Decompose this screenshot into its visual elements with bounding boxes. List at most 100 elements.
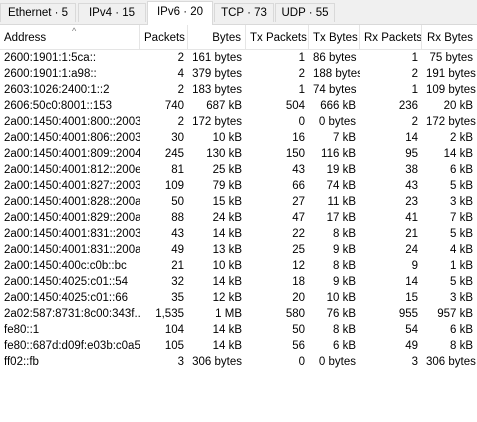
tab-tcp[interactable]: TCP · 73 xyxy=(214,3,274,22)
table-row[interactable]: fe80::1 104 14 kB 50 8 kB 54 6 kB xyxy=(0,322,477,338)
cell-tx-bytes: 666 kB xyxy=(320,100,356,112)
cell-rx-packets: 24 xyxy=(405,244,418,256)
table-row[interactable]: 2a00:1450:4025:c01::54 32 14 kB 18 9 kB 14 5 k… xyxy=(0,274,477,290)
cell-tx-bytes: 76 kB xyxy=(326,308,356,320)
cell-rx-bytes: 20 kB xyxy=(443,100,473,112)
cell-bytes: 1 MB xyxy=(215,308,242,320)
table-row[interactable]: 2600:1901:1:5ca:: 2 161 bytes 1 86 bytes 1 75 … xyxy=(0,50,477,66)
cell-rx-bytes: 109 bytes xyxy=(426,84,476,96)
cell-rx-packets: 3 xyxy=(411,356,418,368)
cell-tx-bytes: 0 bytes xyxy=(318,356,356,368)
cell-address: 2603:1026:2400:1::2 xyxy=(4,84,110,96)
cell-tx-bytes: 6 kB xyxy=(332,340,356,352)
cell-address: 2a00:1450:4001:827::2003 xyxy=(4,180,140,192)
cell-bytes: 183 bytes xyxy=(192,84,242,96)
table-row[interactable]: 2a00:1450:4001:831::2003 43 14 kB 22 8 kB 21 5… xyxy=(0,226,477,242)
cell-rx-packets: 15 xyxy=(405,292,418,304)
cell-tx-bytes: 7 kB xyxy=(332,132,356,144)
cell-tx-packets: 150 xyxy=(285,148,305,160)
cell-tx-packets: 25 xyxy=(292,244,305,256)
table-row[interactable]: 2a00:1450:4001:809::2004 245 130 kB 150 116 … xyxy=(0,146,477,162)
cell-tx-packets: 2 xyxy=(298,68,305,80)
cell-tx-packets: 0 xyxy=(298,356,305,368)
column-header-bytes[interactable]: Bytes xyxy=(188,25,246,49)
cell-tx-packets: 27 xyxy=(292,196,305,208)
cell-rx-packets: 23 xyxy=(405,196,418,208)
cell-rx-bytes: 3 kB xyxy=(449,292,473,304)
tab-udp[interactable]: UDP · 55 xyxy=(275,3,335,22)
cell-tx-packets: 0 xyxy=(298,116,305,128)
cell-tx-bytes: 11 kB xyxy=(327,196,356,208)
cell-bytes: 14 kB xyxy=(212,228,242,240)
table-row[interactable]: 2600:1901:1:a98:: 4 379 bytes 2 188 bytes 2 19… xyxy=(0,66,477,82)
cell-packets: 740 xyxy=(164,100,184,112)
table-row[interactable]: ff02::fb 3 306 bytes 0 0 bytes 3 306 bytes xyxy=(0,354,477,370)
column-header-address[interactable]: Address ^ xyxy=(0,25,140,49)
cell-rx-bytes: 306 bytes xyxy=(426,356,476,368)
cell-rx-packets: 54 xyxy=(405,324,418,336)
tab-ipv6[interactable]: IPv6 · 20 xyxy=(147,1,213,25)
cell-packets: 4 xyxy=(177,68,184,80)
cell-bytes: 14 kB xyxy=(212,340,242,352)
cell-packets: 245 xyxy=(164,148,184,160)
cell-address: ff02::fb xyxy=(4,356,39,368)
tab-ethernet[interactable]: Ethernet · 5 xyxy=(0,3,76,22)
cell-packets: 88 xyxy=(171,212,184,224)
cell-tx-bytes: 19 kB xyxy=(326,164,356,176)
cell-tx-packets: 66 xyxy=(292,180,305,192)
cell-rx-packets: 236 xyxy=(398,100,418,112)
cell-tx-bytes: 86 bytes xyxy=(313,52,357,64)
table-row[interactable]: 2a00:1450:4001:812::200e 81 25 kB 43 19 kB 38… xyxy=(0,162,477,178)
cell-bytes: 25 kB xyxy=(212,164,242,176)
cell-tx-packets: 47 xyxy=(292,212,305,224)
cell-address: 2a00:1450:400c:c0b::bc xyxy=(4,260,127,272)
table-row[interactable]: fe80::687d:d09f:e03b:c0a5 105 14 kB 56 6 kB 4… xyxy=(0,338,477,354)
column-header-packets[interactable]: Packets xyxy=(140,25,188,49)
cell-bytes: 306 bytes xyxy=(192,356,242,368)
cell-rx-bytes: 7 kB xyxy=(449,212,473,224)
cell-address: 2a00:1450:4001:831::200a xyxy=(4,244,140,256)
cell-address: 2a00:1450:4001:806::2003 xyxy=(4,132,140,144)
cell-bytes: 14 kB xyxy=(212,276,242,288)
cell-address: 2a00:1450:4001:812::200e xyxy=(4,164,140,176)
cell-rx-packets: 955 xyxy=(398,308,418,320)
cell-bytes: 24 kB xyxy=(212,212,242,224)
cell-packets: 104 xyxy=(164,324,184,336)
cell-packets: 21 xyxy=(171,260,184,272)
column-header-rx-bytes[interactable]: Rx Bytes xyxy=(426,32,473,44)
table-row[interactable]: 2a00:1450:4001:806::2003 30 10 kB 16 7 kB 14 2… xyxy=(0,130,477,146)
column-header-tx-bytes[interactable]: Tx Bytes xyxy=(309,25,360,49)
cell-address: fe80::1 xyxy=(4,324,40,336)
table-row[interactable]: 2a00:1450:4001:831::200a 49 13 kB 25 9 kB 24 4… xyxy=(0,242,477,258)
table-row[interactable]: 2603:1026:2400:1::2 2 183 bytes 1 74 bytes 1 1… xyxy=(0,82,477,98)
cell-bytes: 10 kB xyxy=(212,132,242,144)
table-body: 2600:1901:1:5ca:: 2 161 bytes 1 86 bytes 1 75 … xyxy=(0,50,477,370)
column-header-rx-packets[interactable]: Rx Packets xyxy=(360,25,422,49)
table-row[interactable]: 2a00:1450:4001:828::200a 50 15 kB 27 11 kB 23… xyxy=(0,194,477,210)
table-row[interactable]: 2a00:1450:400c:c0b::bc 21 10 kB 12 8 kB 9 1 kB xyxy=(0,258,477,274)
cell-rx-bytes: 5 kB xyxy=(449,180,473,192)
cell-tx-packets: 1 xyxy=(298,84,305,96)
ipv6-table: Address ^ Packets Bytes Tx Packets Tx By… xyxy=(0,25,477,422)
cell-rx-bytes: 14 kB xyxy=(443,148,473,160)
cell-tx-bytes: 188 bytes xyxy=(313,68,360,80)
cell-rx-packets: 41 xyxy=(405,212,418,224)
cell-rx-bytes: 5 kB xyxy=(449,276,473,288)
cell-packets: 2 xyxy=(177,116,184,128)
table-row[interactable]: 2a00:1450:4001:800::2003 2 172 bytes 0 0 byt… xyxy=(0,114,477,130)
cell-packets: 30 xyxy=(171,132,184,144)
cell-rx-bytes: 1 kB xyxy=(449,260,473,272)
table-row[interactable]: 2a00:1450:4001:829::200a 88 24 kB 47 17 kB 41… xyxy=(0,210,477,226)
cell-address: fe80::687d:d09f:e03b:c0a5 xyxy=(4,340,140,352)
cell-address: 2600:1901:1:a98:: xyxy=(4,68,97,80)
cell-tx-packets: 12 xyxy=(292,260,305,272)
cell-packets: 105 xyxy=(164,340,184,352)
column-label: Address xyxy=(4,32,47,44)
tab-ipv4[interactable]: IPv4 · 15 xyxy=(78,3,146,22)
cell-packets: 3 xyxy=(177,356,184,368)
table-row[interactable]: 2606:50c0:8001::153 740 687 kB 504 666 kB 236… xyxy=(0,98,477,114)
column-header-tx-packets[interactable]: Tx Packets xyxy=(246,25,309,49)
table-row[interactable]: 2a00:1450:4025:c01::66 35 12 kB 20 10 kB 15 3 … xyxy=(0,290,477,306)
table-row[interactable]: 2a02:587:8731:8c00:343f... 1,535 1 MB 580 76… xyxy=(0,306,477,322)
table-row[interactable]: 2a00:1450:4001:827::2003 109 79 kB 66 74 kB 4… xyxy=(0,178,477,194)
